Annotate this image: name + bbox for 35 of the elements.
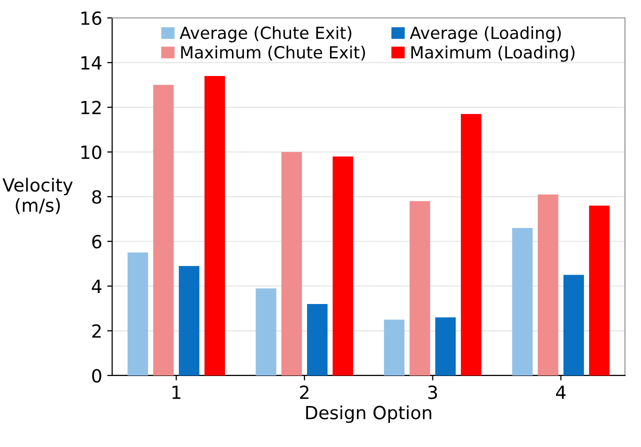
- x-tick-label: 3: [428, 386, 437, 400]
- x-tick-label: 4: [556, 386, 566, 399]
- bar: [410, 201, 430, 376]
- bar: [256, 288, 276, 376]
- legend-label: Maximum (Loading): [411, 46, 574, 62]
- x-axis-title: Design Option: [306, 405, 432, 423]
- bar: [178, 266, 200, 376]
- y-tick-label: 10: [81, 145, 102, 160]
- y-tick-label: 12: [81, 100, 101, 114]
- bar: [589, 206, 610, 376]
- bar: [153, 84, 174, 376]
- y-tick-label: 4: [92, 280, 102, 293]
- y-tick-label: 14: [81, 56, 102, 70]
- bar: [281, 152, 302, 376]
- y-tick-label: 8: [92, 190, 102, 204]
- bar: [307, 304, 328, 376]
- legend-label: Maximum (Chute Exit): [181, 46, 365, 61]
- y-tick-label: 0: [92, 368, 102, 383]
- bar: [128, 252, 148, 376]
- y-tick-label: 6: [92, 234, 102, 248]
- x-tick-label: 1: [172, 386, 180, 399]
- y-axis-title: Velocity (m/s): [2, 178, 73, 214]
- bar: [435, 317, 456, 376]
- bar: [204, 76, 225, 376]
- legend-label: Average (Chute Exit): [180, 26, 352, 42]
- y-tick-label: 16: [81, 11, 102, 25]
- y-tick-label: 2: [92, 324, 101, 338]
- legend-label: Average (Loading): [410, 26, 561, 42]
- bar: [512, 228, 533, 376]
- bar: [332, 156, 354, 376]
- bar: [460, 114, 482, 376]
- bar: [538, 194, 558, 376]
- bar: [563, 274, 584, 376]
- bar: [384, 320, 404, 376]
- x-tick-label: 2: [300, 386, 308, 399]
